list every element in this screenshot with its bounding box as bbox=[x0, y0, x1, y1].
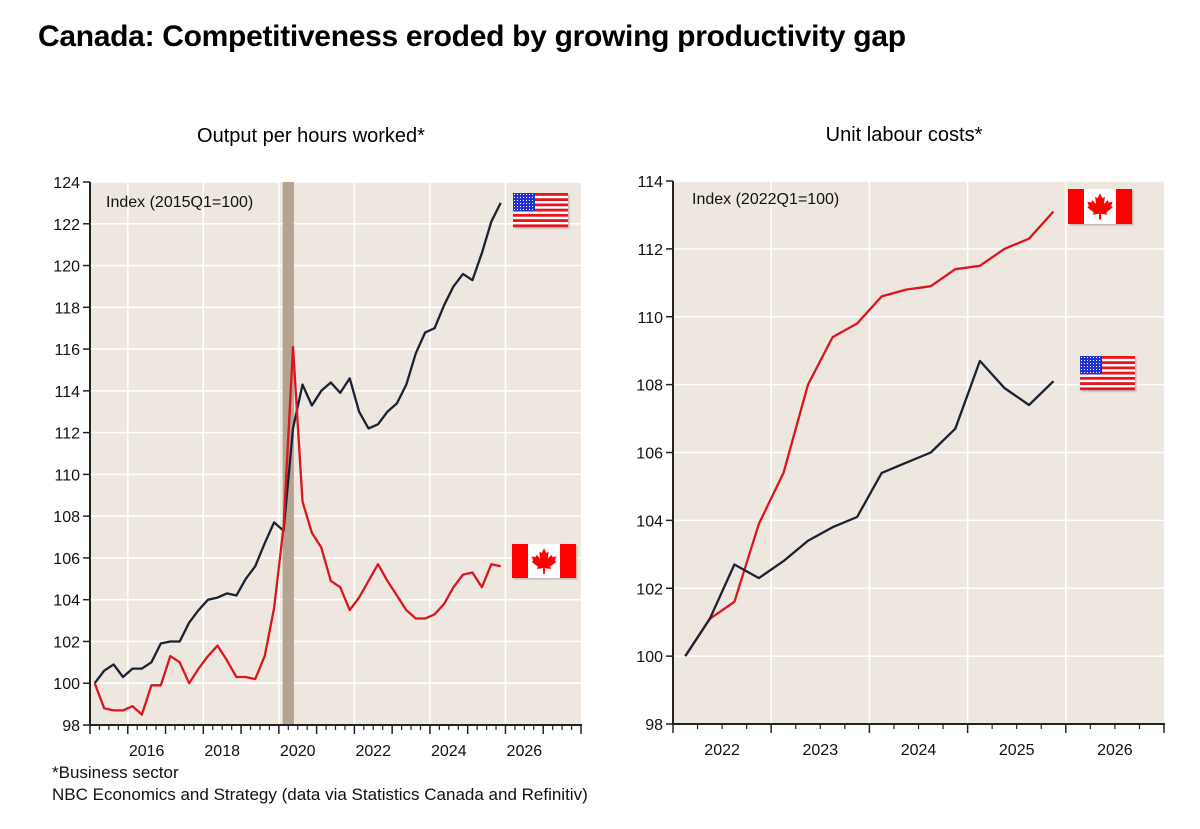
flag-stripe bbox=[1080, 387, 1135, 391]
x-tick-label: 2026 bbox=[1097, 742, 1133, 759]
usa-flag bbox=[1080, 356, 1135, 391]
y-tick-label: 108 bbox=[53, 509, 80, 526]
flag-stripe bbox=[513, 193, 568, 196]
y-tick-label: 114 bbox=[54, 384, 80, 401]
y-tick-label: 98 bbox=[645, 717, 663, 734]
unit-labour-costs-chart: Unit labour costs* Index (2022Q1=100) 98… bbox=[636, 124, 1165, 759]
usa-flag-icon bbox=[513, 193, 568, 228]
y-tick-label: 114 bbox=[637, 174, 663, 191]
maple-leaf-icon bbox=[531, 548, 557, 574]
flag-stripe bbox=[1080, 376, 1135, 380]
x-tick-label: 2016 bbox=[129, 743, 165, 760]
output-per-hour-chart: Output per hours worked* Index (2015Q1=1… bbox=[53, 125, 582, 760]
y-tick-label: 110 bbox=[54, 467, 80, 484]
canada-flag-icon bbox=[1068, 189, 1132, 224]
flag-stripe bbox=[513, 224, 568, 228]
page-title: Canada: Competitiveness eroded by growin… bbox=[38, 20, 906, 53]
canada-series-line bbox=[93, 345, 501, 716]
maple-leaf-icon bbox=[1087, 193, 1113, 220]
y-tick-label: 102 bbox=[53, 634, 80, 651]
x-tick-label: 2020 bbox=[280, 743, 316, 760]
x-tick-label: 2018 bbox=[204, 743, 240, 760]
flag-band-left bbox=[512, 544, 528, 578]
flag-band-left bbox=[1068, 189, 1084, 224]
flag-band-right bbox=[560, 544, 576, 578]
y-tick-label: 112 bbox=[637, 242, 663, 259]
gridlines bbox=[90, 181, 581, 725]
axes: 98 100 102 104 106 108 110 112 114 116 118 120 122 12… bbox=[53, 175, 582, 760]
x-tick-label: 2024 bbox=[431, 743, 467, 760]
axes: 98 100 102 104 106 108 110 112 114 2022 2023 2024 20… bbox=[636, 174, 1165, 759]
x-tick-label: 2026 bbox=[507, 743, 543, 760]
flag-stripe bbox=[513, 213, 568, 217]
source-note: NBC Economics and Strategy (data via Sta… bbox=[52, 785, 588, 804]
usa-flag bbox=[513, 193, 568, 228]
y-tick-label: 104 bbox=[636, 513, 663, 530]
flag-stripe bbox=[1080, 366, 1135, 370]
chart-title: Output per hours worked* bbox=[197, 125, 425, 147]
y-tick-label: 110 bbox=[637, 310, 663, 327]
footnote: *Business sector bbox=[52, 763, 179, 782]
y-tick-label: 98 bbox=[62, 718, 80, 735]
chart-title: Unit labour costs* bbox=[826, 124, 983, 146]
x-tick-label: 2024 bbox=[901, 742, 937, 759]
usa-flag-icon bbox=[1080, 356, 1135, 391]
y-tick-label: 100 bbox=[53, 676, 80, 693]
x-tick-label: 2022 bbox=[704, 742, 740, 759]
canada-flag bbox=[1068, 189, 1132, 224]
canada-series-line bbox=[684, 210, 1055, 657]
gridlines bbox=[673, 180, 1164, 724]
y-tick-label: 100 bbox=[636, 649, 663, 666]
y-tick-label: 122 bbox=[53, 217, 80, 234]
y-tick-label: 108 bbox=[636, 378, 663, 395]
y-tick-label: 104 bbox=[53, 593, 80, 610]
plot-area bbox=[90, 182, 581, 725]
flag-stripe bbox=[1080, 371, 1135, 375]
flag-stripe bbox=[1080, 361, 1135, 365]
flag-canton bbox=[513, 193, 535, 212]
y-tick-label: 120 bbox=[53, 259, 80, 276]
y-tick-label: 106 bbox=[53, 551, 80, 568]
index-annotation: Index (2022Q1=100) bbox=[692, 191, 839, 208]
flag-stripe bbox=[513, 208, 568, 212]
y-tick-label: 118 bbox=[54, 300, 80, 317]
x-tick-label: 2025 bbox=[999, 742, 1035, 759]
flag-stripe bbox=[513, 203, 568, 207]
flag-stripe bbox=[1080, 382, 1135, 385]
y-tick-label: 112 bbox=[54, 426, 80, 443]
flag-band-right bbox=[1116, 189, 1132, 224]
y-tick-label: 124 bbox=[53, 175, 80, 192]
canada-flag bbox=[512, 544, 576, 578]
canada-flag-icon bbox=[512, 544, 576, 578]
y-tick-label: 102 bbox=[636, 581, 663, 598]
index-annotation: Index (2015Q1=100) bbox=[106, 194, 253, 211]
flag-canton bbox=[1080, 356, 1102, 375]
y-tick-label: 106 bbox=[636, 446, 663, 463]
flag-stripe bbox=[513, 219, 568, 222]
flag-stripe bbox=[1080, 356, 1135, 359]
x-tick-label: 2023 bbox=[803, 742, 839, 759]
series-lines bbox=[684, 210, 1055, 657]
y-tick-label: 116 bbox=[54, 342, 80, 359]
usa-series-line bbox=[684, 359, 1055, 657]
series-lines bbox=[93, 202, 502, 716]
x-tick-label: 2022 bbox=[355, 743, 391, 760]
flag-stripe bbox=[513, 198, 568, 202]
